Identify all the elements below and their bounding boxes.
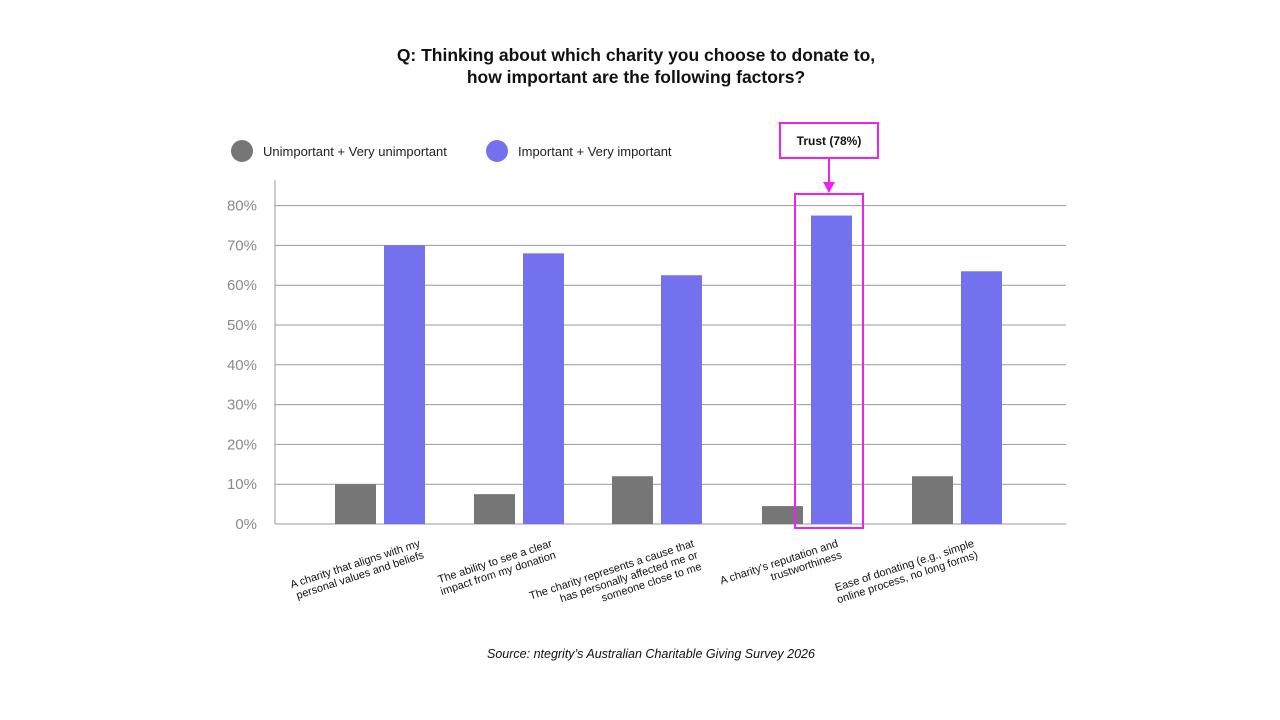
category-label: The charity represents a cause thathas p… bbox=[528, 538, 703, 626]
chart-title-line-1: Q: Thinking about which charity you choo… bbox=[396, 45, 876, 65]
bar-unimportant bbox=[335, 484, 376, 524]
bar-important bbox=[661, 275, 702, 524]
category-label: Ease of donating (e.g., simpleonline pro… bbox=[832, 538, 980, 606]
highlight-frame bbox=[794, 193, 864, 529]
source-note: Source: ntegrity’s Australian Charitable… bbox=[487, 647, 815, 661]
bar-important bbox=[384, 245, 425, 524]
callout-label: Trust (78%) bbox=[797, 134, 862, 148]
y-tick-label: 10% bbox=[227, 476, 257, 493]
legend-swatch-unimportant bbox=[231, 140, 253, 162]
y-tick-label: 50% bbox=[227, 317, 257, 334]
chart-title-line-2: how important are the following factors? bbox=[466, 67, 806, 87]
y-tick-label: 60% bbox=[227, 277, 257, 294]
chart-title: Q: Thinking about which charity you choo… bbox=[0, 44, 1272, 88]
legend-item-unimportant: Unimportant + Very unimportant bbox=[231, 140, 447, 162]
bar-unimportant bbox=[612, 476, 653, 524]
bar-unimportant bbox=[912, 476, 953, 524]
bar-unimportant bbox=[474, 494, 515, 524]
legend-item-important: Important + Very important bbox=[486, 140, 672, 162]
category-label: A charity’s reputation andtrustworthines… bbox=[719, 538, 844, 599]
callout-box bbox=[779, 122, 879, 159]
y-tick-label: 70% bbox=[227, 237, 257, 254]
legend-label-unimportant: Unimportant + Very unimportant bbox=[263, 143, 447, 159]
y-tick-label: 0% bbox=[235, 516, 257, 533]
y-tick-label: 20% bbox=[227, 436, 257, 453]
bar-important bbox=[961, 271, 1002, 524]
y-tick-label: 80% bbox=[227, 198, 257, 215]
legend-label-important: Important + Very important bbox=[518, 143, 672, 159]
bar-important bbox=[523, 253, 564, 525]
category-label: A charity that aligns with mypersonal va… bbox=[289, 538, 426, 603]
legend-swatch-important bbox=[486, 140, 508, 162]
callout-arrow-head bbox=[823, 182, 835, 193]
y-tick-label: 40% bbox=[227, 357, 257, 374]
y-tick-label: 30% bbox=[227, 397, 257, 414]
bar-unimportant bbox=[762, 506, 803, 524]
bar-important bbox=[811, 215, 852, 525]
